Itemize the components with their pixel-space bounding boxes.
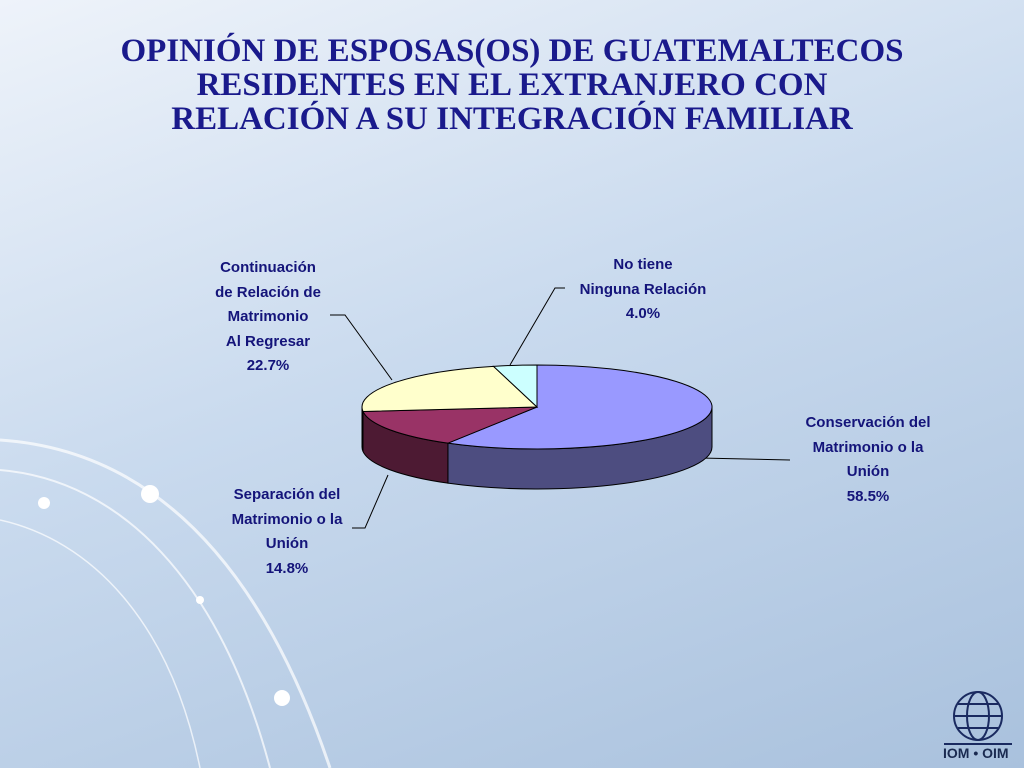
leader-lines [330,287,791,529]
title: OPINIÓN DE ESPOSAS(OS) DE GUATEMALTECOS … [120,33,904,137]
category-label: Conservación del Matrimonio o la Unión [805,414,931,480]
logo-icon [944,691,1012,745]
pie-slice [492,364,538,409]
slice-label: Conservación del Matrimonio o la Unión 58… [805,411,930,509]
slice-label: Continuación de Relación de Matrimonio A… [215,256,321,379]
slice-label: Separación del Matrimonio o la Unión 14.8… [232,483,343,581]
slice-label: No tiene Ninguna Relación 4.0% [580,253,707,327]
decoration [0,438,332,768]
value-label: 14.8% [265,559,309,577]
category-label: Continuación de Relación de Matrimonio A… [215,259,321,350]
pie-slice-side [361,406,364,452]
pie-slice [446,364,713,450]
category-label: Separación del Matrimonio o la Unión [231,486,343,552]
decoration-dots [38,485,290,706]
value-label: 4.0% [625,305,661,322]
pie-slice [362,406,538,444]
pie [361,364,713,490]
logo-text: IOM • OIM [943,745,1009,761]
value-label: 58.5% [846,487,890,505]
pie-slice [361,365,539,412]
value-label: 22.7% [246,357,290,374]
category-label: No tiene Ninguna Relación [579,256,707,298]
